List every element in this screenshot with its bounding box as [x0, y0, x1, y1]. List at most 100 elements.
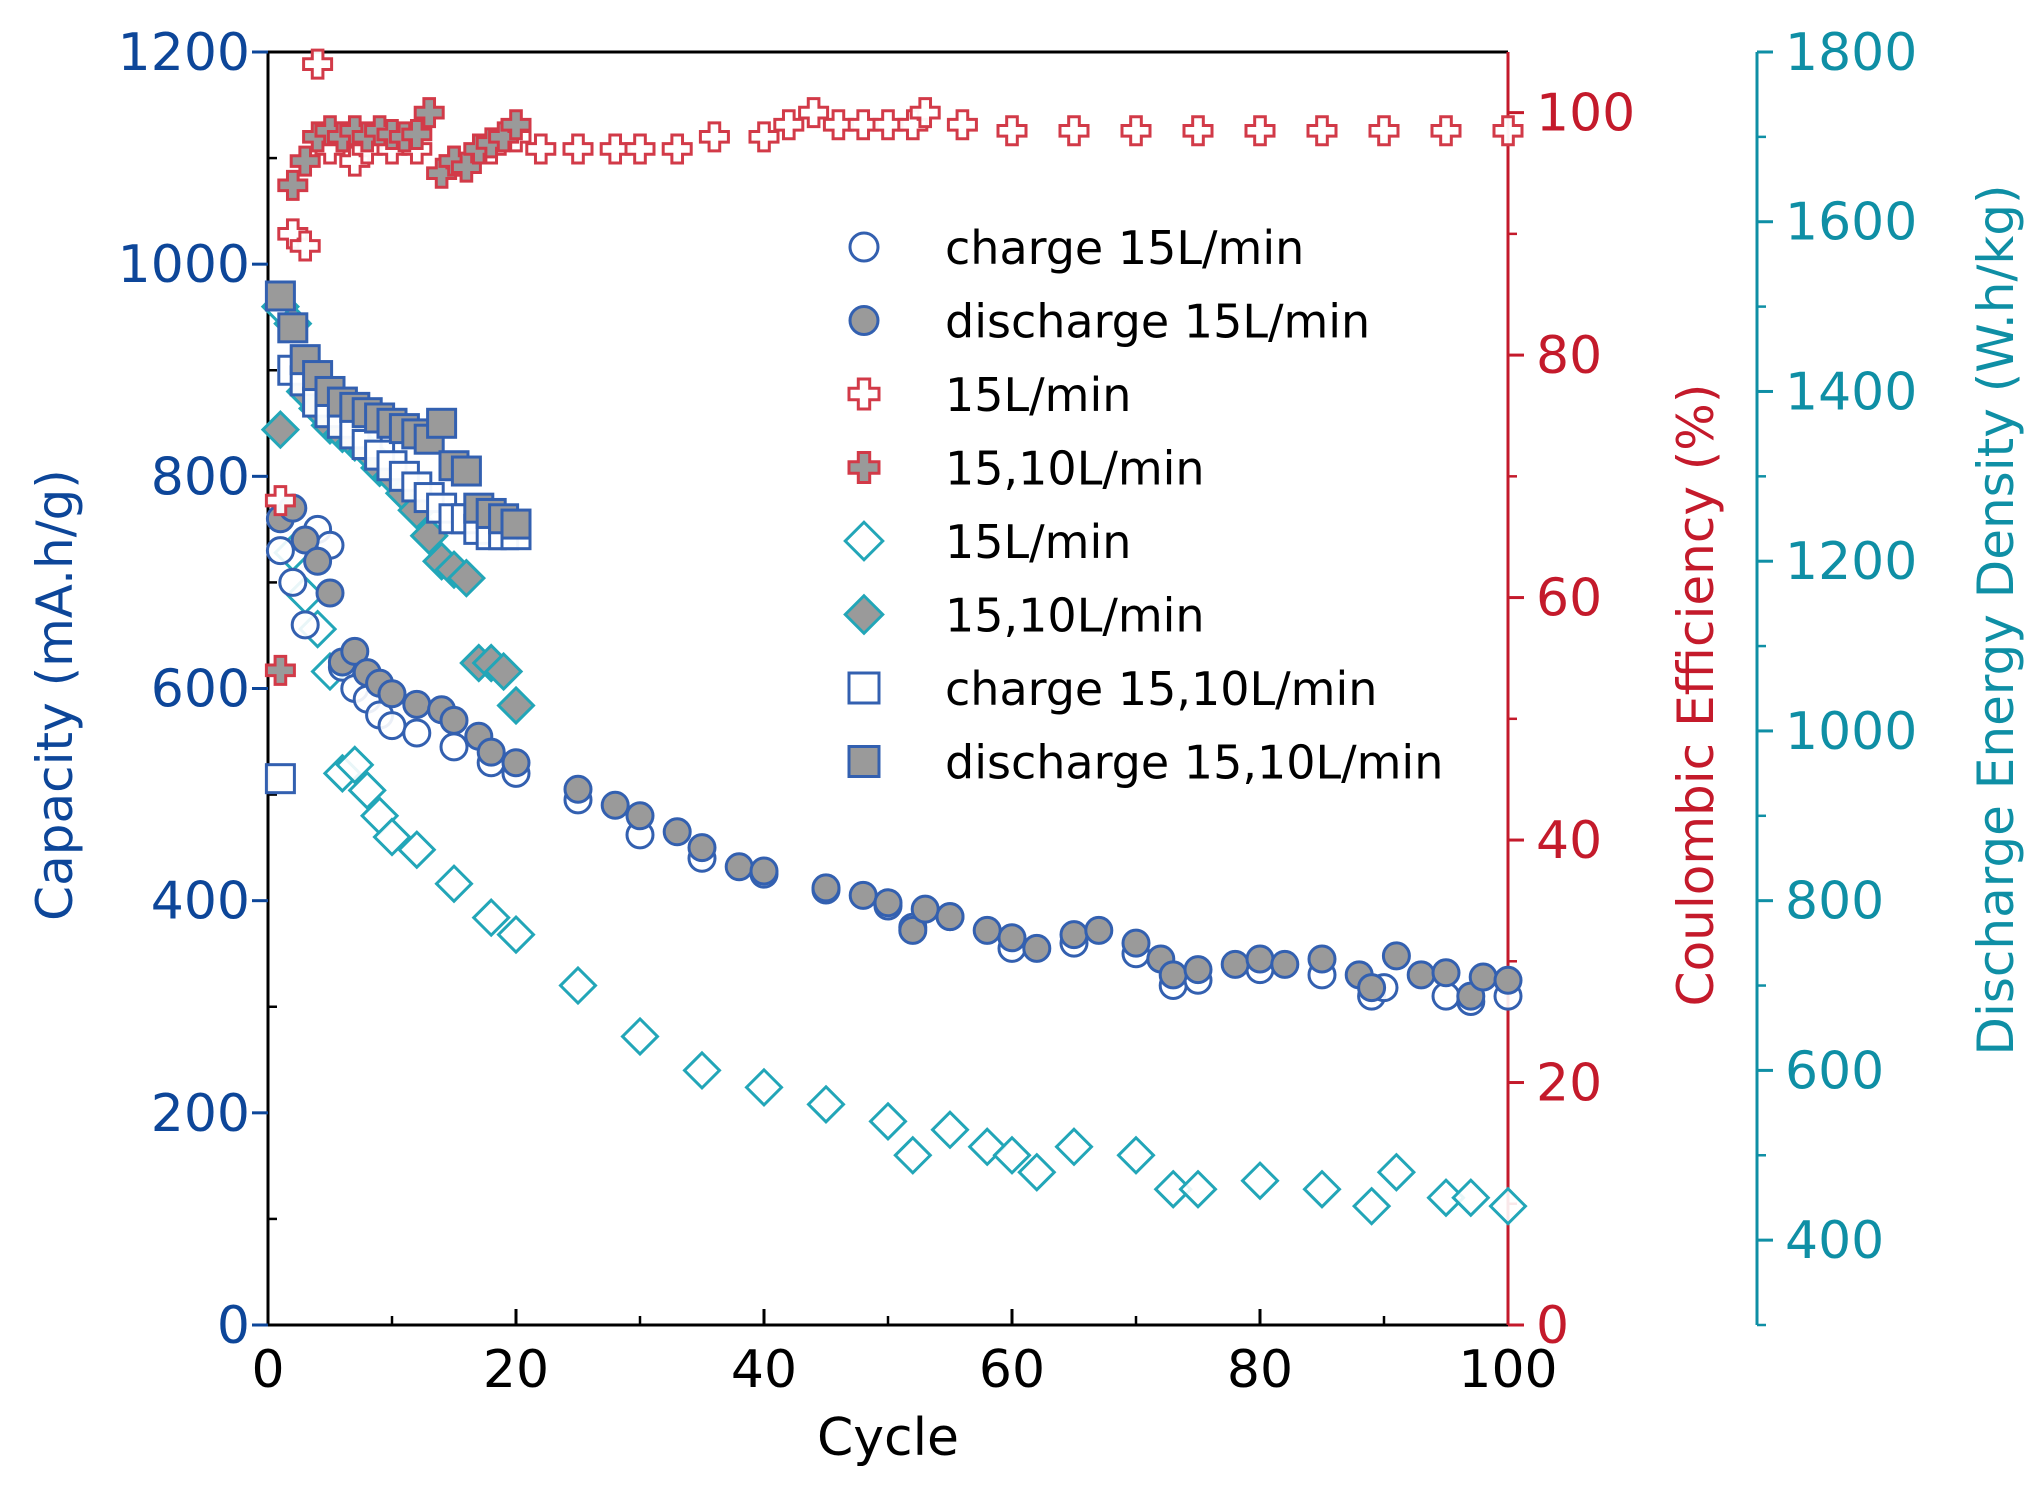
data-point-diamond-open: [620, 1016, 660, 1057]
data-point-circle-open: [278, 567, 308, 597]
data-point-diamond-open: [1017, 1152, 1057, 1192]
data-point-cross-open: [1306, 115, 1338, 147]
data-point-cross-open: [798, 97, 830, 129]
data-point-diamond-open: [335, 745, 375, 785]
data-point-circle-open: [265, 536, 295, 566]
data-point-circle-filled: [662, 817, 692, 847]
data-point-circle-filled: [600, 790, 630, 820]
data-point-circle-filled: [1220, 949, 1250, 979]
data-point-circle-filled: [848, 880, 878, 910]
ce-tick-label: 100: [1536, 84, 1635, 144]
ce-tick-label: 40: [1536, 811, 1602, 871]
data-point-circle-filled: [724, 852, 754, 882]
capacity-tick-label: 1200: [118, 23, 250, 83]
energy-tick-label: 1800: [1785, 23, 1917, 83]
data-point-circle-filled: [340, 636, 370, 666]
data-point-diamond-open: [496, 914, 536, 955]
energy-density-axis-title: Discharge Energy Density (W.h/kg): [1967, 184, 2025, 1055]
legend-label: 15,10L/min: [945, 589, 1205, 643]
x-axis: 0 20 40 60 80 100: [251, 1309, 1558, 1400]
legend-marker-circle-filled: [848, 305, 880, 336]
data-point-circle-open: [402, 718, 432, 748]
data-point-cross-open: [624, 133, 656, 165]
data-point-cross-open: [872, 109, 904, 141]
energy-tick-label: 1400: [1785, 362, 1917, 422]
data-point-circle-filled: [439, 705, 469, 735]
data-point-square-filled: [450, 455, 482, 487]
data-point-circle-open: [290, 610, 320, 640]
data-point-square-open: [264, 763, 296, 795]
data-point-circle-filled: [910, 894, 940, 924]
data-point-cross-open: [562, 133, 594, 165]
data-point-cross-open: [847, 109, 879, 141]
data-marks: [260, 48, 1528, 1226]
data-point-diamond-open: [992, 1135, 1032, 1175]
data-point-circle-filled: [315, 578, 345, 608]
legend-label: 15,10L/min: [945, 442, 1205, 496]
data-point-circle-filled: [997, 923, 1027, 953]
data-point-cross-open: [1058, 115, 1090, 147]
data-point-circle-filled: [1270, 949, 1300, 979]
data-point-cross-open: [1368, 115, 1400, 147]
legend-marker-square-filled: [847, 745, 881, 778]
data-point-square-filled: [264, 280, 296, 312]
series-cross-open: [264, 48, 1524, 517]
data-point-circle-filled: [811, 873, 841, 903]
x-tick-label: 80: [1227, 1340, 1293, 1400]
data-point-cross-open: [1430, 115, 1462, 147]
data-point-circle-filled: [1022, 933, 1052, 963]
series-diamond-open: [260, 286, 1528, 1226]
data-point-circle-filled: [625, 801, 655, 831]
ce-tick-label: 20: [1536, 1054, 1602, 1114]
data-point-circle-filled: [1307, 944, 1337, 974]
data-point-circle-filled: [1406, 960, 1436, 990]
legend-marker-diamond-filled: [843, 593, 885, 636]
data-point-circle-filled: [1381, 941, 1411, 971]
data-point-circle-filled: [898, 915, 928, 945]
data-point-cross-open: [1492, 115, 1524, 147]
data-point-circle-open: [439, 732, 469, 762]
data-point-cross-open: [661, 133, 693, 165]
data-point-diamond-open: [558, 965, 598, 1006]
data-point-diamond-open: [1488, 1186, 1528, 1226]
data-point-cross-open: [909, 97, 941, 129]
data-point-cross-open: [822, 109, 854, 141]
data-point-cross-filled: [277, 169, 309, 201]
data-point-circle-filled: [1468, 962, 1498, 992]
data-point-square-filled: [426, 407, 458, 439]
data-point-circle-open: [377, 711, 407, 741]
data-point-diamond-filled: [483, 651, 524, 692]
legend-label: charge 15L/min: [945, 221, 1304, 275]
legend: charge 15L/min discharge 15L/min 15L/min 15…: [843, 221, 1443, 790]
capacity-tick-label: 1000: [118, 235, 250, 295]
data-point-circle-filled: [972, 915, 1002, 945]
legend-label: 15L/min: [945, 515, 1131, 569]
data-point-diamond-open: [744, 1067, 784, 1107]
data-point-diamond-open: [471, 898, 511, 938]
ce-tick-label: 0: [1536, 1296, 1569, 1356]
legend-label: charge 15,10L/min: [945, 662, 1377, 716]
data-point-circle-filled: [1493, 965, 1523, 995]
capacity-tick-label: 200: [151, 1084, 250, 1144]
data-point-circle-filled: [749, 856, 779, 886]
energy-density-axis: 400 600 800 1000 1200 1400 1600 1800: [1755, 23, 1917, 1327]
data-point-cross-filled: [413, 97, 445, 129]
data-point-circle-filled: [402, 689, 432, 719]
x-axis-title: Cycle: [817, 1408, 959, 1468]
x-tick-label: 60: [979, 1340, 1045, 1400]
data-point-diamond-open: [397, 830, 437, 870]
data-point-circle-filled: [1059, 920, 1089, 950]
data-point-diamond-open: [806, 1084, 846, 1124]
data-point-cross-filled: [450, 151, 482, 183]
data-point-cross-open: [289, 230, 321, 262]
data-point-circle-filled: [1183, 955, 1213, 985]
energy-tick-label: 1000: [1785, 702, 1917, 762]
data-point-circle-filled: [501, 748, 531, 778]
data-point-circle-filled: [1245, 944, 1275, 974]
legend-marker-cross-filled: [847, 451, 881, 484]
series-cross-filled: [264, 97, 532, 686]
data-point-cross-open: [302, 48, 334, 80]
data-point-diamond-open: [372, 817, 412, 857]
x-tick-label: 20: [483, 1340, 549, 1400]
data-point-circle-filled: [290, 525, 320, 555]
